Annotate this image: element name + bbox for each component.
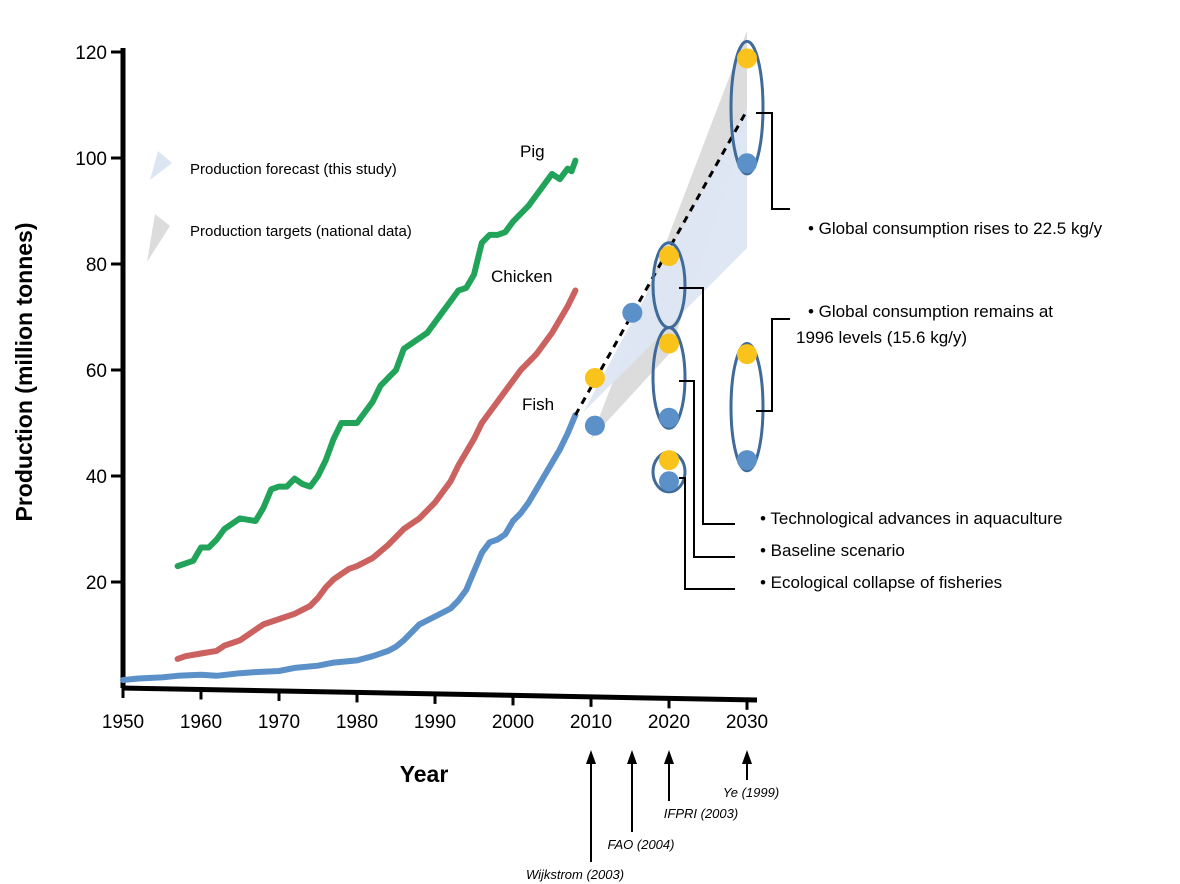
annotation-rises: • Global consumption rises to 22.5 kg/y — [808, 219, 1103, 238]
data-point-5 — [659, 333, 679, 354]
x-tick-label-2010: 2010 — [570, 712, 612, 733]
reference-arrowhead-4 — [742, 750, 752, 764]
annotation-remains-line1: • Global consumption remains at — [808, 302, 1053, 321]
data-point-7 — [659, 450, 679, 471]
x-axis-title: Year — [400, 761, 449, 787]
reference-arrowhead-2 — [627, 750, 637, 764]
x-tick-label-1970: 1970 — [258, 712, 300, 733]
annotation-baseline: • Baseline scenario — [760, 541, 905, 560]
legend-label-targets: Production targets (national data) — [190, 223, 412, 240]
connector-collapse — [679, 477, 735, 590]
y-tick-label-80: 80 — [86, 255, 107, 276]
y-axis-title: Production (million tonnes) — [11, 223, 37, 522]
legend-label-forecast: Production forecast (this study) — [190, 161, 397, 178]
series-line-chicken — [174, 287, 579, 662]
marker-layer — [584, 48, 757, 492]
x-tick-label-1960: 1960 — [180, 712, 222, 733]
reference-arrowhead-1 — [586, 750, 596, 764]
series-label-chicken: Chicken — [491, 267, 552, 286]
x-tick-label-1980: 1980 — [336, 712, 378, 733]
scenario-ellipse-3 — [651, 326, 687, 430]
data-point-6 — [659, 407, 679, 428]
reference-ye: Ye (1999) — [723, 785, 779, 800]
reference-arrowhead-3 — [664, 750, 674, 764]
reference-ifpri: IFPRI (2003) — [664, 806, 738, 821]
annotation-remains-line2: 1996 levels (15.6 kg/y) — [796, 328, 967, 347]
forecast-dashed-line — [574, 109, 749, 416]
series-label-fish: Fish — [522, 395, 554, 414]
data-point-2 — [584, 367, 605, 388]
annotations: • Global consumption rises to 22.5 kg/y … — [760, 219, 1103, 592]
band-layer — [583, 30, 747, 439]
forecast-band — [583, 89, 747, 413]
series-label-pig: Pig — [520, 142, 545, 161]
x-tick-label-2030: 2030 — [726, 712, 768, 733]
series-line-fish — [120, 412, 579, 683]
y-ticks: 20 40 60 80 100 120 — [75, 43, 123, 594]
reference-wijkstrom: Wijkstrom (2003) — [526, 867, 624, 882]
connector-tech — [679, 287, 735, 525]
data-point-1 — [584, 415, 605, 436]
legend: Production forecast (this study) Product… — [147, 151, 412, 262]
series-layer — [120, 157, 579, 683]
series-line-pig — [174, 157, 579, 570]
y-tick-label-20: 20 — [86, 573, 107, 594]
y-tick-label-60: 60 — [86, 361, 107, 382]
references — [586, 750, 752, 862]
data-point-11 — [737, 344, 757, 365]
connectors — [679, 112, 790, 590]
x-tick-label-2000: 2000 — [492, 712, 534, 733]
annotation-collapse: • Ecological collapse of fisheries — [760, 573, 1002, 592]
data-point-12 — [737, 450, 757, 471]
scenario-ellipse-1 — [729, 39, 765, 176]
x-tick-label-2020: 2020 — [648, 712, 690, 733]
reference-fao: FAO (2004) — [608, 837, 675, 852]
x-tick-label-1950: 1950 — [102, 712, 144, 733]
axes: 20 40 60 80 100 120 1950 1960 1970 1980 1990 2000 2… — [75, 43, 768, 733]
connector-rises — [756, 112, 790, 210]
y-tick-label-40: 40 — [86, 467, 107, 488]
connector-baseline — [679, 380, 735, 558]
ellipse-layer — [651, 39, 765, 494]
scenario-ellipse-5 — [729, 342, 765, 473]
data-point-3 — [622, 302, 643, 323]
y-tick-label-100: 100 — [75, 149, 107, 170]
annotation-technological: • Technological advances in aquaculture — [760, 509, 1062, 528]
data-point-9 — [737, 48, 757, 69]
x-ticks: 1950 1960 1970 1980 1990 2000 2010 2020 2030 — [102, 688, 768, 733]
x-tick-label-1990: 1990 — [414, 712, 456, 733]
data-point-8 — [659, 471, 679, 492]
y-tick-label-120: 120 — [75, 43, 107, 64]
legend-swatch-targets — [147, 214, 170, 262]
legend-swatch-forecast — [150, 151, 172, 180]
data-point-10 — [737, 153, 757, 174]
connector-remains — [756, 318, 790, 412]
data-point-4 — [659, 246, 679, 267]
x-axis-line — [122, 685, 758, 703]
